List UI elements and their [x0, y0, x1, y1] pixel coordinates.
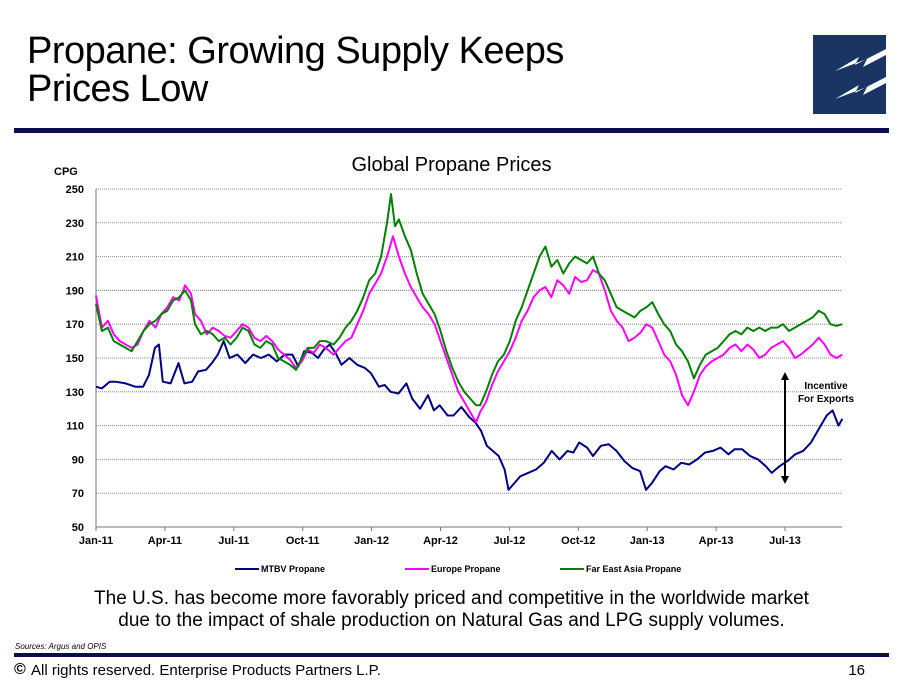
logo-bolts-icon	[835, 49, 886, 99]
x-tick-label: Jul-11	[218, 535, 249, 547]
y-tick-label: 170	[66, 319, 84, 331]
slide-caption: The U.S. has become more favorably price…	[0, 588, 903, 632]
caption-line2: due to the impact of shale production on…	[118, 610, 785, 631]
arrow-up-icon	[781, 372, 789, 380]
annotation: Incentive For Exports	[781, 372, 854, 484]
x-tick-label: Oct-11	[286, 535, 320, 547]
x-tick-label: Jan-11	[79, 535, 113, 547]
x-tick-label: Jan-13	[630, 535, 665, 547]
x-tick-label: Jan-12	[354, 535, 389, 547]
x-tick-label: Oct-12	[561, 535, 595, 547]
series-lines	[95, 193, 844, 491]
legend-label: Far East Asia Propane	[586, 564, 681, 574]
y-axis-label: CPG	[54, 166, 78, 178]
copyright-icon: ©	[14, 661, 26, 678]
legend-label: MTBV Propane	[261, 564, 325, 574]
x-tick-label: Jul-13	[769, 535, 801, 547]
y-tick-label: 70	[72, 488, 84, 500]
annotation-text-line2: For Exports	[798, 394, 855, 405]
series-line-far-east-asia-propane	[95, 193, 843, 407]
series-line-europe-propane	[95, 235, 843, 424]
footer-text: All rights reserved. Enterprise Products…	[31, 662, 381, 679]
slide-title: Propane: Growing Supply Keeps Prices Low	[27, 32, 564, 108]
page-number: 16	[848, 662, 865, 679]
y-tick-label: 50	[72, 522, 84, 534]
sources-note: Sources: Argus and OPIS	[15, 642, 107, 651]
x-tick-labels: Jan-11 Apr-11 Jul-11 Oct-11 Jan-12 Apr-12 Jul-…	[79, 527, 801, 547]
gridlines	[95, 188, 842, 528]
y-tick-label: 230	[66, 218, 84, 230]
caption-line1: The U.S. has become more favorably price…	[94, 588, 809, 609]
y-tick-label: 150	[66, 353, 84, 365]
title-divider	[14, 128, 889, 133]
series-line-mtbv-propane	[95, 340, 844, 491]
chart-title: Global Propane Prices	[351, 154, 552, 176]
y-tick-label: 250	[66, 184, 84, 196]
legend-label: Europe Propane	[431, 564, 501, 574]
enterprise-logo-icon	[813, 35, 886, 114]
y-tick-labels: 50 70 90 110 130 150 170 190 210 230 250	[66, 184, 84, 534]
y-tick-label: 90	[72, 454, 84, 466]
x-tick-label: Apr-12	[423, 535, 458, 547]
x-tick-label: Jul-12	[494, 535, 526, 547]
propane-price-chart: CPG 50 70 90 110 130 150 170 190 210 230 250 Jan-1…	[54, 166, 854, 574]
y-tick-label: 110	[66, 421, 84, 433]
y-tick-label: 210	[66, 252, 84, 264]
y-tick-label: 190	[66, 285, 84, 297]
legend: MTBV Propane Europe Propane Far East Asia …	[235, 564, 681, 574]
x-tick-label: Apr-11	[148, 535, 182, 547]
x-tick-label: Apr-13	[699, 535, 734, 547]
arrow-down-icon	[781, 476, 789, 484]
footer-divider	[14, 653, 889, 657]
annotation-text-line1: Incentive	[804, 381, 848, 392]
y-tick-label: 130	[66, 387, 84, 399]
slide-title-line1: Propane: Growing Supply Keeps	[27, 30, 564, 72]
slide-title-line2: Prices Low	[27, 68, 208, 110]
